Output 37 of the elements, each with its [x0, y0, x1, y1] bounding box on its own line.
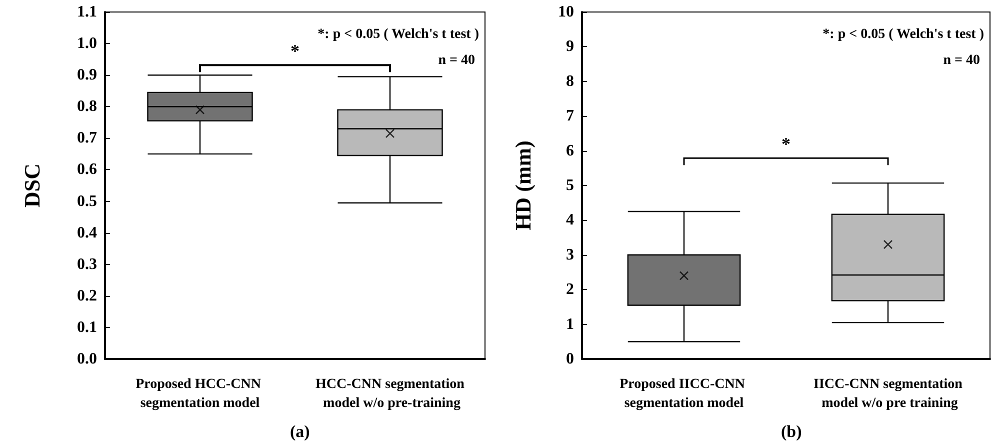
y-tick-label: 0.3 — [77, 256, 97, 273]
y-tick-label: 5 — [566, 177, 574, 194]
y-tick-label: 9 — [566, 38, 574, 56]
y-tick-label: 6 — [566, 142, 574, 160]
y-tick-label: 0.6 — [77, 161, 97, 178]
text: (b) — [781, 422, 802, 441]
y-tick-label: 2 — [566, 281, 574, 298]
x-tick-label: Proposed IICC-CNN segmentation model — [620, 377, 748, 411]
y-tick-label: 1.1 — [77, 4, 97, 20]
y-tick-label: 10 — [558, 4, 574, 20]
y-tick-label: 0.2 — [77, 287, 97, 304]
annotation: n = 40 — [943, 53, 980, 68]
y-tick-label: 3 — [566, 246, 574, 264]
y-tick-label: 4 — [566, 212, 574, 229]
y-tick-label: 0.9 — [77, 66, 97, 84]
x-tick-label: IICC-CNN segmentation model w/o pre training — [814, 377, 963, 411]
y-tick-label: 1.0 — [77, 35, 97, 52]
y-tick-label: 8 — [566, 72, 574, 90]
annotation: n = 40 — [438, 53, 475, 68]
annotation: * — [782, 134, 790, 154]
y-axis-title: HD (mm) — [510, 140, 536, 230]
y-tick-label: 7 — [566, 108, 574, 125]
y-tick-label: 1 — [566, 316, 574, 333]
x-tick-label: HCC-CNN segmentation model w/o pre-training — [316, 377, 465, 411]
y-tick-label: 0.0 — [77, 350, 97, 368]
y-tick-label: 0.5 — [77, 192, 97, 210]
y-axis-title: DSC — [20, 163, 44, 208]
annotation: * — [290, 41, 300, 62]
x-tick-label: Proposed HCC-CNN segmentation model — [136, 377, 264, 411]
y-tick-label: 0 — [566, 350, 574, 368]
annotation: *: p < 0.05 ( Welch's t test ) — [822, 27, 984, 42]
y-tick-label: 0.8 — [77, 98, 97, 116]
y-tick-label: 0.4 — [77, 224, 97, 242]
text: (a) — [290, 422, 310, 441]
y-tick-label: 0.1 — [77, 318, 97, 336]
y-tick-label: 0.7 — [77, 130, 97, 147]
annotation: *: p < 0.05 ( Welch's t test ) — [318, 27, 480, 42]
